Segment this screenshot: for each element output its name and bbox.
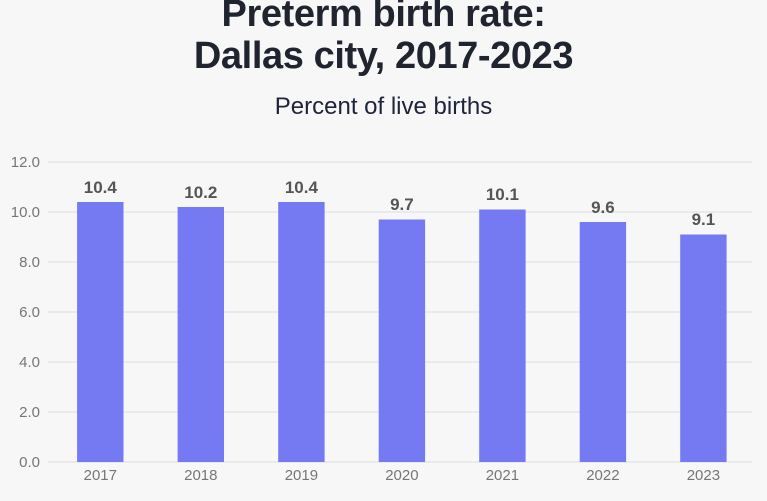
svg-text:6.0: 6.0 <box>19 304 40 321</box>
svg-text:2020: 2020 <box>385 467 418 484</box>
svg-text:4.0: 4.0 <box>19 354 40 371</box>
svg-text:2.0: 2.0 <box>19 404 40 421</box>
svg-text:10.0: 10.0 <box>11 204 40 221</box>
svg-text:2022: 2022 <box>586 467 619 484</box>
svg-text:2019: 2019 <box>285 467 318 484</box>
svg-text:9.6: 9.6 <box>591 198 615 217</box>
svg-text:2018: 2018 <box>184 467 217 484</box>
svg-text:10.2: 10.2 <box>184 183 217 202</box>
svg-text:0.0: 0.0 <box>19 454 40 471</box>
svg-text:10.4: 10.4 <box>84 178 118 197</box>
svg-text:2017: 2017 <box>84 467 117 484</box>
svg-text:10.4: 10.4 <box>285 178 319 197</box>
svg-text:9.7: 9.7 <box>390 195 414 214</box>
svg-text:8.0: 8.0 <box>19 254 40 271</box>
svg-text:2023: 2023 <box>687 467 720 484</box>
svg-text:2021: 2021 <box>486 467 519 484</box>
svg-text:9.1: 9.1 <box>692 210 716 229</box>
svg-text:12.0: 12.0 <box>11 154 40 171</box>
svg-text:10.1: 10.1 <box>486 185 519 204</box>
